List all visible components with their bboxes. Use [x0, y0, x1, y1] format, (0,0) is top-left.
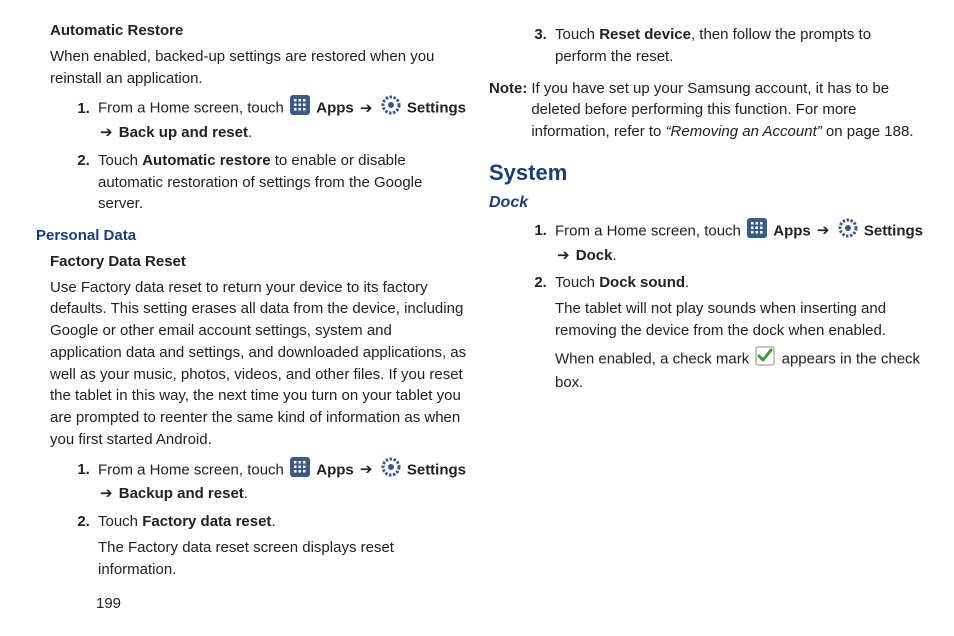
arrow-icon: ➔	[360, 461, 373, 478]
step-desc: The tablet will not play sounds when ins…	[555, 298, 924, 342]
settings-label: Settings	[864, 222, 923, 239]
apps-label: Apps	[773, 222, 811, 239]
nav-target: Back up and reset	[119, 124, 248, 141]
period: .	[244, 485, 248, 502]
step-desc: The Factory data reset screen displays r…	[98, 537, 467, 581]
settings-label: Settings	[407, 461, 466, 478]
settings-icon	[838, 218, 858, 245]
step-text: From a Home screen, touch	[98, 100, 288, 117]
settings-label: Settings	[407, 100, 466, 117]
checkmark-icon	[755, 346, 775, 373]
apps-icon	[290, 457, 310, 484]
note-reference: “Removing an Account”	[666, 123, 822, 140]
period: .	[612, 247, 616, 264]
note-body: If you have set up your Samsung account,…	[531, 78, 924, 143]
step-text: Touch	[555, 274, 599, 291]
nav-target: Backup and reset	[119, 485, 244, 502]
apps-icon	[747, 218, 767, 245]
arrow-icon: ➔	[817, 222, 830, 239]
list-item: Touch Reset device, then follow the prom…	[551, 24, 924, 68]
step-text: From a Home screen, touch	[555, 222, 745, 239]
heading-factory-reset: Factory Data Reset	[50, 251, 467, 273]
page-container: Automatic Restore When enabled, backed-u…	[0, 0, 954, 636]
left-column: Automatic Restore When enabled, backed-u…	[50, 20, 467, 626]
settings-icon	[381, 457, 401, 484]
arrow-icon: ➔	[100, 485, 113, 502]
paragraph-auto-restore-intro: When enabled, backed-up settings are res…	[50, 46, 467, 90]
heading-personal-data: Personal Data	[36, 225, 467, 247]
list-item: From a Home screen, touch Apps ➔ Setting…	[94, 95, 467, 144]
period: .	[248, 124, 252, 141]
apps-label: Apps	[316, 100, 354, 117]
step-bold: Automatic restore	[142, 152, 270, 169]
step-text: .	[685, 274, 689, 291]
list-item: From a Home screen, touch Apps ➔ Setting…	[551, 218, 924, 267]
step-text: Touch	[98, 152, 142, 169]
apps-icon	[290, 95, 310, 122]
note-block: Note: If you have set up your Samsung ac…	[489, 78, 924, 143]
list-item: Touch Dock sound. The tablet will not pl…	[551, 272, 924, 394]
arrow-icon: ➔	[557, 247, 570, 264]
paragraph-factory-intro: Use Factory data reset to return your de…	[50, 277, 467, 451]
nav-target: Dock	[576, 247, 613, 264]
list-item: From a Home screen, touch Apps ➔ Setting…	[94, 457, 467, 506]
step-bold: Factory data reset	[142, 513, 271, 530]
step-text: Touch	[555, 26, 599, 43]
step-bold: Dock sound	[599, 274, 685, 291]
heading-automatic-restore: Automatic Restore	[50, 20, 467, 42]
arrow-icon: ➔	[360, 100, 373, 117]
heading-system: System	[489, 157, 924, 189]
step-bold: Reset device	[599, 26, 691, 43]
list-reset-continued: Touch Reset device, then follow the prom…	[507, 24, 924, 68]
list-item: Touch Factory data reset. The Factory da…	[94, 511, 467, 580]
step-text: From a Home screen, touch	[98, 461, 288, 478]
list-auto-restore-steps: From a Home screen, touch Apps ➔ Setting…	[50, 95, 467, 215]
list-item: Touch Automatic restore to enable or dis…	[94, 150, 467, 215]
note-label: Note:	[489, 78, 527, 143]
step-desc: When enabled, a check mark appears in th…	[555, 346, 924, 395]
apps-label: Apps	[316, 461, 354, 478]
note-text: on page 188.	[822, 123, 914, 140]
step-text: When enabled, a check mark	[555, 350, 753, 367]
list-dock-steps: From a Home screen, touch Apps ➔ Setting…	[507, 218, 924, 394]
heading-dock: Dock	[489, 191, 924, 214]
step-text: Touch	[98, 513, 142, 530]
page-number: 199	[96, 595, 121, 612]
list-factory-steps: From a Home screen, touch Apps ➔ Setting…	[50, 457, 467, 581]
step-text: .	[271, 513, 275, 530]
settings-icon	[381, 95, 401, 122]
arrow-icon: ➔	[100, 124, 113, 141]
right-column: Touch Reset device, then follow the prom…	[507, 20, 924, 626]
